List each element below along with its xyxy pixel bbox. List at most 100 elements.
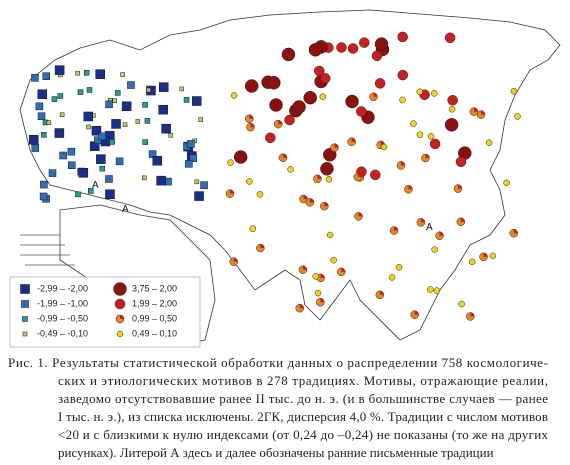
square-marker <box>21 300 29 308</box>
square-marker <box>179 86 185 92</box>
legend-label: -1,99 – -1,00 <box>37 298 88 308</box>
square-marker <box>37 89 48 99</box>
square-marker <box>144 118 151 124</box>
circle-marker <box>281 47 296 62</box>
circle-marker <box>431 90 438 97</box>
circle-marker <box>256 191 264 198</box>
square-marker <box>91 125 102 136</box>
circle-marker <box>447 94 458 106</box>
square-marker <box>54 128 65 138</box>
circle-marker <box>319 93 327 100</box>
script-letter: A <box>122 204 129 215</box>
square-marker <box>86 87 93 93</box>
legend-label: -2,99 – -2,00 <box>37 283 88 293</box>
script-letter: A <box>426 222 433 233</box>
square-marker <box>22 316 28 322</box>
marker-pie <box>408 185 413 190</box>
square-marker <box>95 69 105 79</box>
caption-line: Рис. 1. Результаты статистической обрабо… <box>8 355 548 370</box>
caption-line: I тыс. н. э.), из списка исключены. 2ГК,… <box>58 409 548 424</box>
legend-label: 0,49 – 0,10 <box>132 328 177 338</box>
square-marker <box>37 112 46 120</box>
marker-pie <box>400 161 405 166</box>
marker-pie <box>470 312 475 317</box>
circle-marker <box>416 131 424 138</box>
square-marker <box>83 111 94 122</box>
marker-pie <box>320 298 325 303</box>
circle-marker <box>319 73 331 84</box>
square-marker <box>142 175 147 181</box>
marker-pie <box>250 123 255 128</box>
marker-pie <box>457 184 462 189</box>
caption-line: заведомо отсутствовавшие ранее II тыс. д… <box>58 391 548 406</box>
circle-marker <box>325 176 333 183</box>
legend-box <box>9 276 201 348</box>
marker-pie <box>334 143 339 148</box>
square-marker <box>198 117 203 122</box>
square-marker <box>46 120 52 125</box>
circle-marker <box>284 114 295 126</box>
marker-pie <box>460 217 465 222</box>
square-marker <box>83 70 90 76</box>
marker-pie <box>439 231 444 236</box>
marker-pie <box>317 174 322 179</box>
circle-marker <box>431 246 438 253</box>
circle-marker <box>326 231 334 239</box>
circle-marker <box>292 100 306 114</box>
square-marker <box>98 132 107 141</box>
marker-pie <box>299 304 304 309</box>
circle-marker <box>371 50 383 62</box>
legend-label: -0,99 – -0,50 <box>37 313 88 323</box>
marker-pie <box>320 273 325 278</box>
square-marker <box>40 180 48 189</box>
square-marker <box>142 139 149 145</box>
script-letter: A <box>92 180 99 191</box>
circle-marker <box>320 162 334 176</box>
square-marker <box>31 144 40 152</box>
square-marker <box>194 179 200 185</box>
square-marker <box>75 191 81 198</box>
circle-marker <box>388 274 396 281</box>
markers: A A A <box>29 31 521 321</box>
square-marker <box>54 65 65 75</box>
circle-marker <box>227 159 234 166</box>
marker-pie <box>394 226 399 231</box>
marker-pie <box>420 218 425 223</box>
square-marker <box>94 136 102 144</box>
circle-marker <box>410 120 417 127</box>
square-marker <box>59 112 65 117</box>
circle-marker <box>444 32 456 44</box>
circle-marker <box>399 96 406 104</box>
circle-marker <box>313 65 325 77</box>
legend-label: -0,49 – -0,10 <box>37 328 88 338</box>
legend-label: 0,99 – 0,50 <box>132 313 177 323</box>
circle-marker <box>267 75 281 90</box>
square-marker <box>35 102 44 111</box>
circle-marker <box>347 43 359 54</box>
circle-marker <box>314 289 322 297</box>
circle-marker <box>246 178 253 185</box>
caption-line: ских и этиологических мотивов в 278 трад… <box>58 373 548 388</box>
square-marker <box>22 331 28 337</box>
marker-pie <box>260 244 265 249</box>
marker-pie <box>282 153 287 158</box>
marker-pie <box>379 290 384 295</box>
square-marker <box>86 124 91 130</box>
square-marker <box>121 101 132 112</box>
marker-pie <box>414 310 419 315</box>
marker-pie <box>324 202 329 207</box>
circle-marker <box>468 258 476 266</box>
square-marker <box>31 74 39 82</box>
square-marker <box>120 72 125 77</box>
circle-marker <box>114 298 126 310</box>
circle-marker <box>374 78 386 89</box>
square-marker <box>161 123 171 134</box>
marker-pie <box>357 172 362 177</box>
circle-marker <box>336 42 347 53</box>
circle-marker <box>485 139 493 146</box>
circle-marker <box>429 138 441 150</box>
sea-hatching <box>20 234 75 266</box>
square-marker <box>109 139 115 145</box>
marker-pie <box>513 229 518 234</box>
circle-marker <box>510 87 518 95</box>
